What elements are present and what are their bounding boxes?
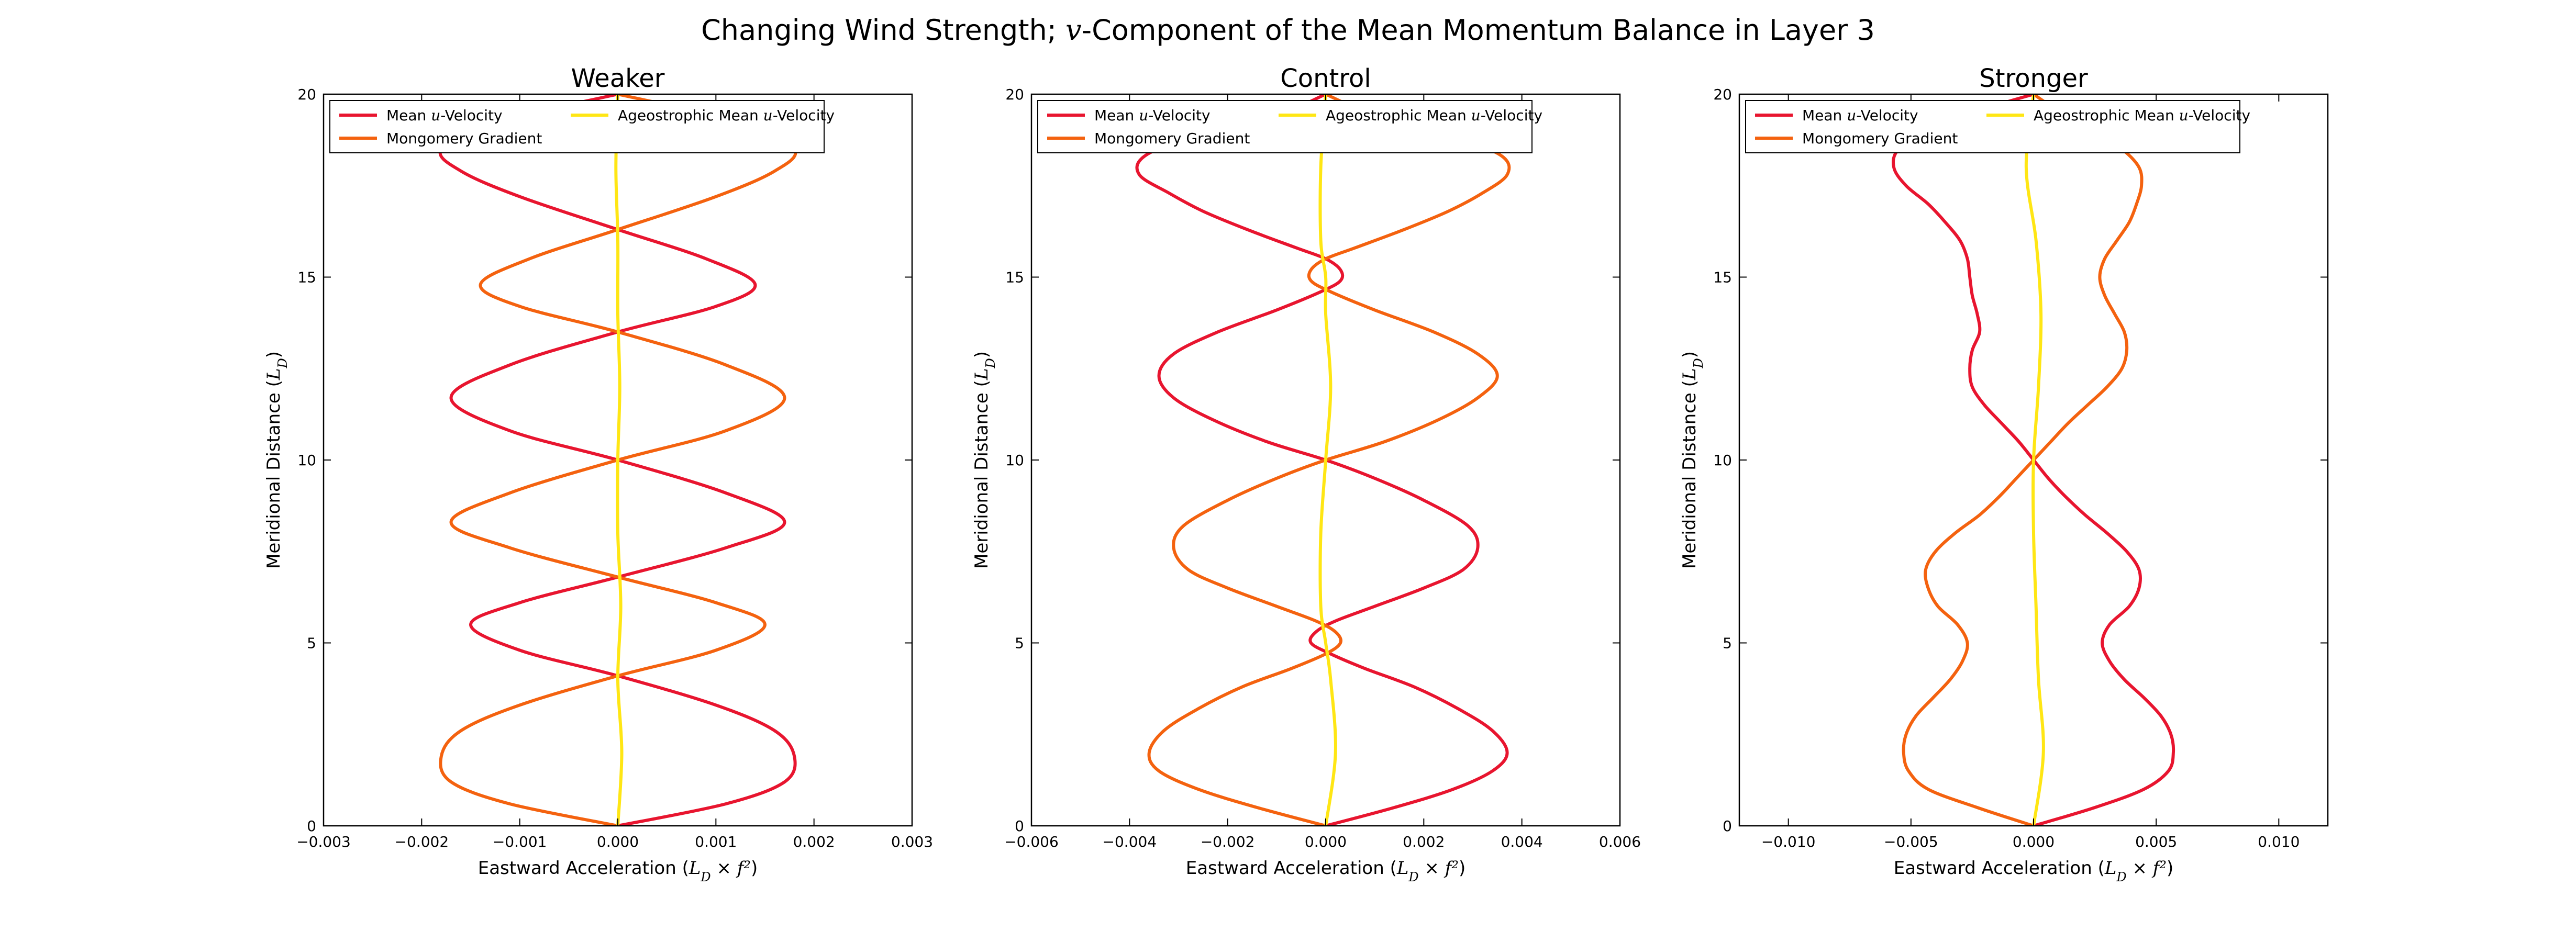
series-line-mean-u-velocity bbox=[438, 94, 797, 826]
subplot-title: Control bbox=[1280, 64, 1371, 93]
x-axis-label: Eastward Acceleration (LD × f²) bbox=[478, 858, 758, 884]
x-tick-label: 0.004 bbox=[1501, 833, 1543, 850]
legend-label: Mean u-Velocity bbox=[1094, 107, 1211, 124]
series-line-mean-u-velocity bbox=[1135, 94, 1509, 826]
subplot-title: Weaker bbox=[571, 64, 665, 93]
x-tick-label: 0.002 bbox=[1403, 833, 1445, 850]
legend-box bbox=[1037, 100, 1533, 153]
y-tick-label: 15 bbox=[297, 269, 316, 286]
legend-label: Ageostrophic Mean u-Velocity bbox=[2034, 107, 2250, 124]
series-line-mongomery-gradient bbox=[1902, 94, 2144, 826]
series-lines bbox=[1892, 94, 2175, 826]
y-tick-label: 10 bbox=[297, 452, 316, 469]
y-tick-label: 10 bbox=[1005, 452, 1024, 469]
x-tick-label: 0.003 bbox=[891, 833, 933, 850]
legend-label: Mean u-Velocity bbox=[1802, 107, 1918, 124]
x-tick-label: −0.002 bbox=[1201, 833, 1255, 850]
x-tick-label: 0.005 bbox=[2135, 833, 2177, 850]
x-tick-label: 0.002 bbox=[793, 833, 835, 850]
y-tick-label: 10 bbox=[1713, 452, 1732, 469]
legend-label: Ageostrophic Mean u-Velocity bbox=[618, 107, 835, 124]
y-axis-label: Meridional Distance (LD) bbox=[1679, 351, 1706, 569]
legend-label: Mean u-Velocity bbox=[386, 107, 503, 124]
subplot-weaker: −0.003 −0.002 −0.001 0.000 0.001 0.002 0.003 0 5… bbox=[263, 64, 933, 884]
subplot-control: −0.006 −0.004 −0.002 0.000 0.002 0.004 0.006 0 5… bbox=[971, 64, 1641, 884]
figure-suptitle: Changing Wind Strength; v-Component of t… bbox=[701, 14, 1875, 47]
legend-label: Ageostrophic Mean u-Velocity bbox=[1326, 107, 1542, 124]
y-tick-label: 0 bbox=[1723, 817, 1732, 835]
series-line-mongomery-gradient bbox=[1147, 94, 1511, 826]
x-tick-label: −0.002 bbox=[395, 833, 449, 850]
x-tick-label: −0.006 bbox=[1004, 833, 1059, 850]
x-tick-label: −0.005 bbox=[1884, 833, 1938, 850]
subplot-stronger: −0.010 −0.005 0.000 0.005 0.010 0 5 10 15 20 Stron… bbox=[1679, 64, 2329, 884]
y-tick-label: 0 bbox=[307, 817, 316, 835]
y-tick-label: 20 bbox=[1713, 86, 1732, 103]
subplot-title: Stronger bbox=[1979, 64, 2088, 93]
series-line-ageostrophic-mean-u-velocity bbox=[2024, 94, 2045, 826]
x-axis-label: Eastward Acceleration (LD × f²) bbox=[1186, 858, 1466, 884]
x-tick-label: 0.000 bbox=[2013, 833, 2055, 850]
x-tick-label: 0.000 bbox=[597, 833, 639, 850]
x-tick-label: −0.003 bbox=[296, 833, 351, 850]
legend: Mean u-Velocity Ageostrophic Mean u-Veloc… bbox=[329, 100, 835, 153]
y-tick-label: 15 bbox=[1713, 269, 1732, 286]
legend-label: Mongomery Gradient bbox=[386, 130, 542, 147]
x-tick-label: 0.010 bbox=[2258, 833, 2300, 850]
y-tick-label: 20 bbox=[1005, 86, 1024, 103]
legend: Mean u-Velocity Ageostrophic Mean u-Veloc… bbox=[1037, 100, 1542, 153]
y-axis-label: Meridional Distance (LD) bbox=[263, 351, 290, 569]
y-tick-label: 5 bbox=[1723, 635, 1732, 652]
series-lines bbox=[1135, 94, 1511, 826]
series-lines bbox=[438, 94, 797, 826]
x-axis-label: Eastward Acceleration (LD × f²) bbox=[1894, 858, 2174, 884]
legend: Mean u-Velocity Ageostrophic Mean u-Veloc… bbox=[1745, 100, 2250, 153]
x-tick-label: −0.001 bbox=[493, 833, 547, 850]
y-tick-label: 5 bbox=[307, 635, 316, 652]
y-tick-label: 20 bbox=[297, 86, 316, 103]
y-tick-label: 0 bbox=[1015, 817, 1024, 835]
x-tick-label: 0.001 bbox=[695, 833, 737, 850]
y-tick-label: 15 bbox=[1005, 269, 1024, 286]
legend-box bbox=[1745, 100, 2240, 153]
y-axis-label: Meridional Distance (LD) bbox=[971, 351, 998, 569]
x-tick-label: 0.000 bbox=[1305, 833, 1347, 850]
series-line-ageostrophic-mean-u-velocity bbox=[614, 94, 624, 826]
y-tick-label: 5 bbox=[1015, 635, 1024, 652]
series-line-ageostrophic-mean-u-velocity bbox=[1318, 94, 1337, 826]
x-tick-label: 0.006 bbox=[1599, 833, 1641, 850]
x-tick-label: −0.004 bbox=[1103, 833, 1157, 850]
x-tick-label: −0.010 bbox=[1761, 833, 1816, 850]
legend-box bbox=[329, 100, 825, 153]
subplots: −0.003 −0.002 −0.001 0.000 0.001 0.002 0.003 0 5… bbox=[263, 64, 2329, 884]
legend-label: Mongomery Gradient bbox=[1094, 130, 1250, 147]
series-line-mongomery-gradient bbox=[439, 94, 797, 826]
legend-label: Mongomery Gradient bbox=[1802, 130, 1958, 147]
